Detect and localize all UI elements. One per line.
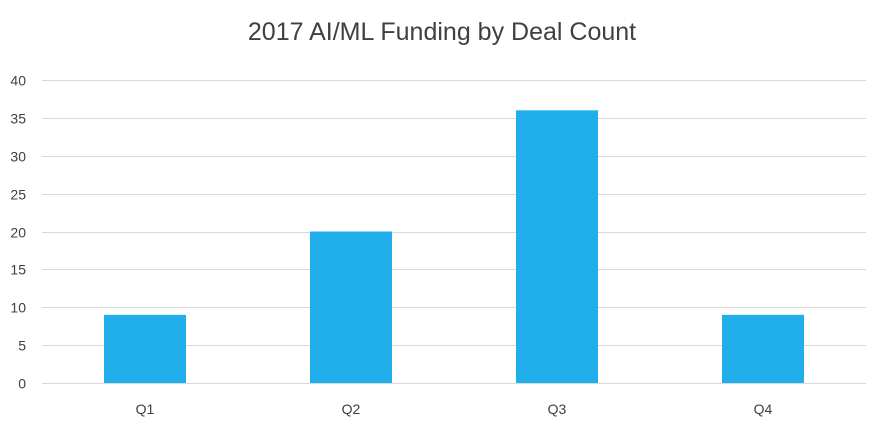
bar-q2 [310,231,392,383]
bar-q4 [722,314,804,383]
gridlines [42,80,866,384]
x-tick-label: Q4 [754,401,773,417]
x-tick-label: Q3 [548,401,567,417]
x-tick-label: Q1 [136,401,155,417]
bar-q3 [516,110,598,384]
y-tick-label: 40 [10,73,26,89]
y-tick-label: 35 [10,111,26,127]
y-tick-label: 10 [10,300,26,316]
y-tick-label: 5 [18,338,26,354]
y-tick-label: 0 [18,376,26,392]
y-tick-label: 15 [10,262,26,278]
y-axis-ticks: 0 5 10 15 20 25 30 35 40 [10,73,26,392]
y-tick-label: 30 [10,149,26,165]
x-axis-ticks: Q1 Q2 Q3 Q4 [136,401,773,417]
y-tick-label: 20 [10,225,26,241]
x-tick-label: Q2 [342,401,361,417]
chart-title: 2017 AI/ML Funding by Deal Count [247,18,637,46]
y-tick-label: 25 [10,187,26,203]
bar-q1 [104,314,186,383]
bars [104,110,804,384]
